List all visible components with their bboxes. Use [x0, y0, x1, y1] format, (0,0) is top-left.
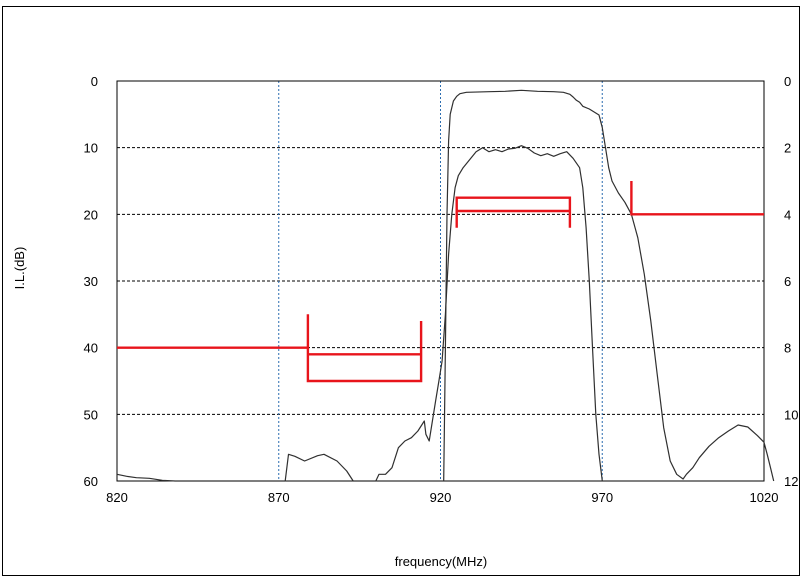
spec-mask-lines — [117, 181, 764, 383]
right-y-tick-label: 12 — [784, 474, 798, 489]
left-y-tick-label: 0 — [91, 74, 98, 89]
data-curves — [116, 89, 775, 482]
spec-mask-line — [630, 181, 764, 216]
x-tick-label: 820 — [106, 490, 128, 505]
right-y-tick-label: 10 — [784, 407, 798, 422]
y-axis-label: I.L.(dB) — [12, 247, 27, 290]
x-tick-label: 970 — [591, 490, 613, 505]
right-y-tick-label: 8 — [784, 341, 791, 356]
x-axis-label: frequency(MHz) — [395, 554, 487, 569]
right-y-tick-label: 4 — [784, 207, 791, 222]
right-y-tick-label: 6 — [784, 274, 791, 289]
spec-mask-line — [455, 196, 572, 228]
left-y-tick-label: 60 — [84, 474, 98, 489]
left-axis-ticks: 0 10 20 30 40 50 60 — [84, 74, 98, 489]
response-curve-1 — [116, 145, 603, 482]
x-tick-label: 1020 — [750, 490, 779, 505]
left-y-tick-label: 20 — [84, 207, 98, 222]
grid-lines — [117, 81, 764, 481]
plot-area — [116, 80, 765, 482]
left-y-tick-label: 10 — [84, 141, 98, 156]
right-axis-ticks: 0 2 4 6 8 10 12 — [784, 74, 798, 489]
right-y-tick-label: 0 — [784, 74, 791, 89]
left-y-tick-label: 40 — [84, 341, 98, 356]
x-tick-label: 870 — [268, 490, 290, 505]
x-tick-label: 920 — [430, 490, 452, 505]
x-axis-ticks: 820 870 920 970 1020 — [106, 490, 778, 505]
response-curve-2 — [443, 89, 775, 482]
spec-mask-line — [306, 314, 423, 383]
right-y-tick-label: 2 — [784, 141, 791, 156]
left-y-tick-label: 30 — [84, 274, 98, 289]
left-y-tick-label: 50 — [84, 407, 98, 422]
